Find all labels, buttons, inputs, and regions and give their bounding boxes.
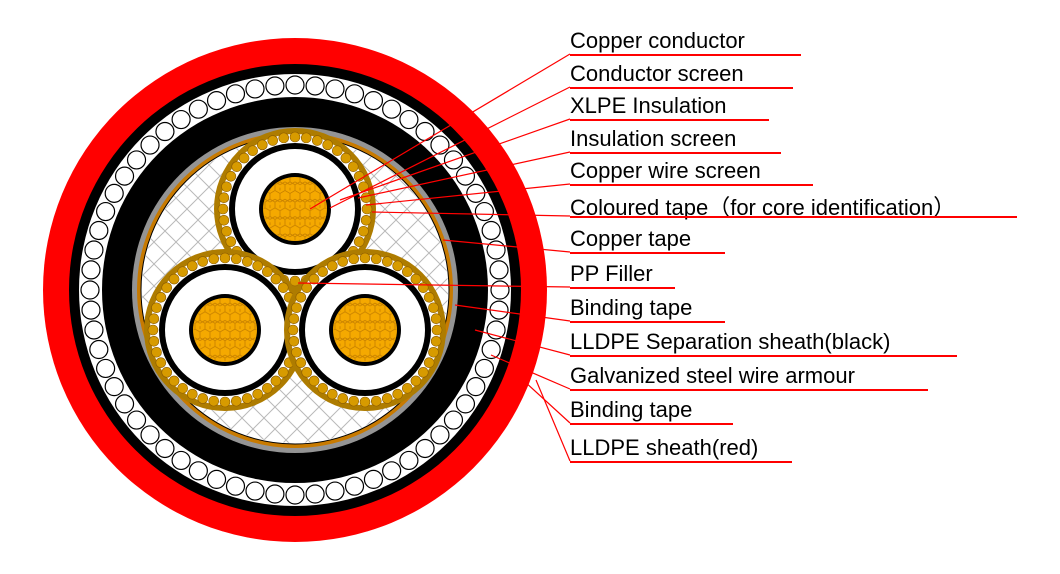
label-text: Insulation screen xyxy=(570,126,736,152)
diagram-container: Copper conductor Conductor screen XLPE Ins… xyxy=(0,0,1060,574)
label-text: LLDPE sheath(red) xyxy=(570,435,758,461)
label-underline xyxy=(570,252,725,254)
label-underline xyxy=(570,287,675,289)
label-underline xyxy=(570,216,1017,218)
label-underline xyxy=(570,184,813,186)
cable-cross-section xyxy=(0,0,1060,574)
label-underline xyxy=(570,355,957,357)
label-text: Copper tape xyxy=(570,226,691,252)
label-underline xyxy=(570,321,725,323)
label-text: PP Filler xyxy=(570,261,653,287)
label-underline xyxy=(570,461,792,463)
label-underline xyxy=(570,54,801,56)
label-underline xyxy=(570,152,781,154)
label-text: Galvanized steel wire armour xyxy=(570,363,855,389)
label-text: LLDPE Separation sheath(black) xyxy=(570,329,890,355)
label-underline xyxy=(570,423,733,425)
label-text: Conductor screen xyxy=(570,61,744,87)
label-underline xyxy=(570,389,928,391)
label-text: XLPE Insulation xyxy=(570,93,727,119)
label-text: Copper conductor xyxy=(570,28,745,54)
label-text: Binding tape xyxy=(570,295,692,321)
label-underline xyxy=(570,87,793,89)
label-text: Binding tape xyxy=(570,397,692,423)
label-underline xyxy=(570,119,769,121)
label-text: Copper wire screen xyxy=(570,158,761,184)
